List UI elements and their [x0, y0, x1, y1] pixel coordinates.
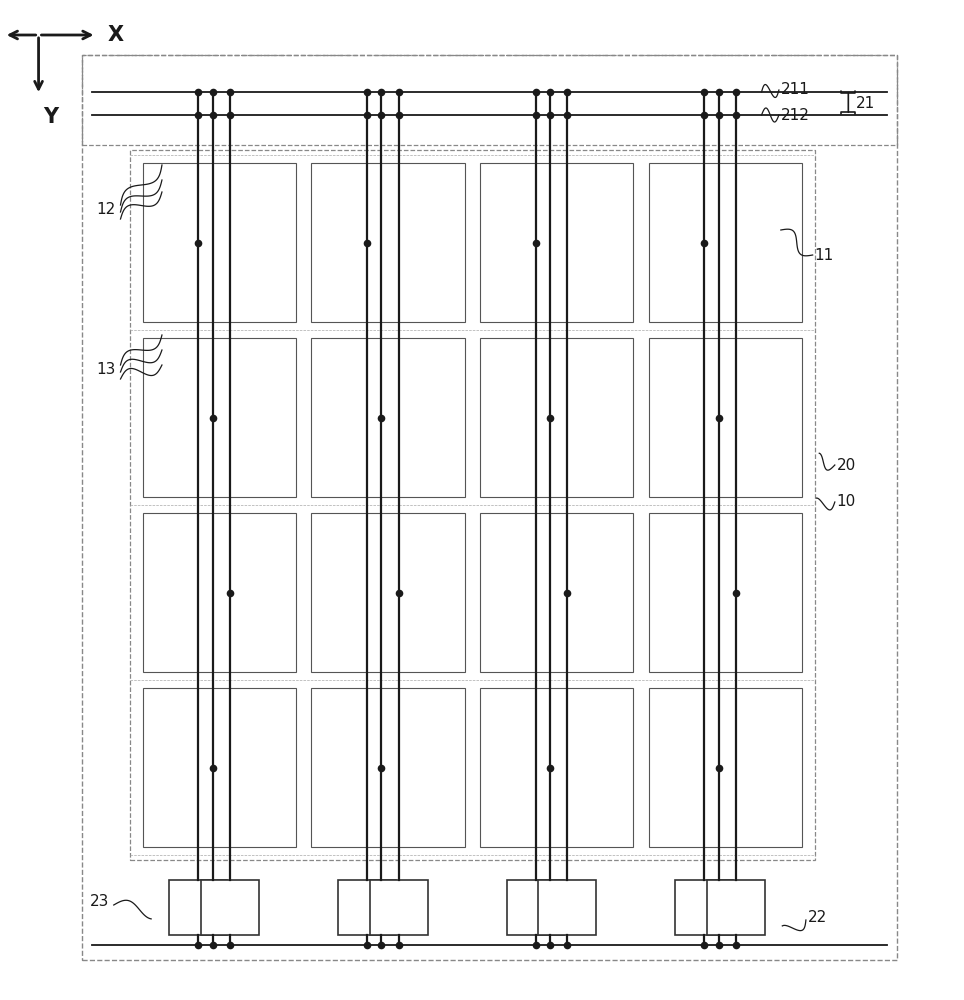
Text: 21: 21	[856, 96, 875, 110]
Text: 211: 211	[781, 83, 810, 98]
Text: X: X	[108, 25, 124, 45]
Text: 13: 13	[96, 362, 116, 377]
Text: 10: 10	[837, 494, 856, 510]
Text: Y: Y	[43, 107, 59, 127]
Polygon shape	[337, 880, 395, 935]
Text: 212: 212	[781, 107, 810, 122]
Polygon shape	[369, 880, 427, 935]
Text: 20: 20	[837, 458, 856, 473]
Polygon shape	[170, 880, 228, 935]
Polygon shape	[538, 880, 596, 935]
Polygon shape	[707, 880, 764, 935]
Text: 23: 23	[90, 894, 109, 910]
Text: 12: 12	[96, 202, 116, 218]
Polygon shape	[201, 880, 258, 935]
Polygon shape	[507, 880, 564, 935]
Text: 22: 22	[808, 910, 827, 926]
Text: 11: 11	[815, 247, 834, 262]
Polygon shape	[675, 880, 733, 935]
